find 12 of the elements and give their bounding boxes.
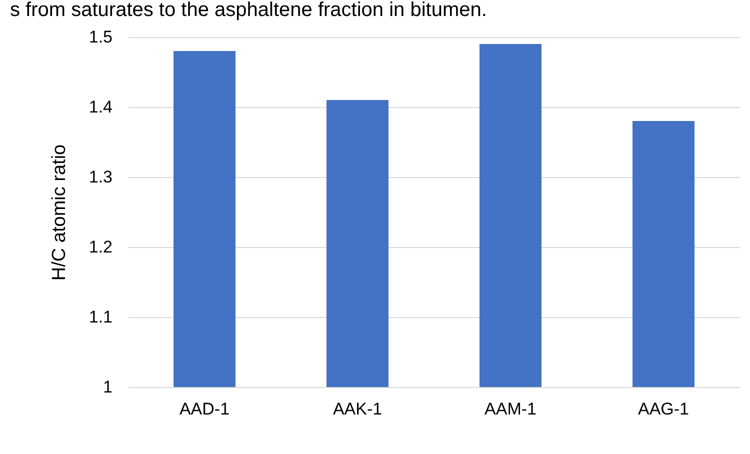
y-tick-label: 1.4 <box>88 98 112 116</box>
y-tick-label: 1 <box>103 378 112 396</box>
x-tick-label: AAG-1 <box>638 400 690 418</box>
x-tick-label: AAD-1 <box>179 400 230 418</box>
y-tick-label: 1.1 <box>88 308 112 326</box>
y-tick-label: 1.3 <box>88 168 112 186</box>
y-axis-title: H/C atomic ratio <box>48 144 70 281</box>
y-tick-label: 1.2 <box>88 238 112 256</box>
x-tick-label: AAM-1 <box>484 400 536 418</box>
x-tick-label: AAK-1 <box>332 400 382 418</box>
chart-title: s from saturates to the asphaltene fraction in bitumen. <box>10 0 487 21</box>
y-tick-label: 1.5 <box>88 28 112 46</box>
